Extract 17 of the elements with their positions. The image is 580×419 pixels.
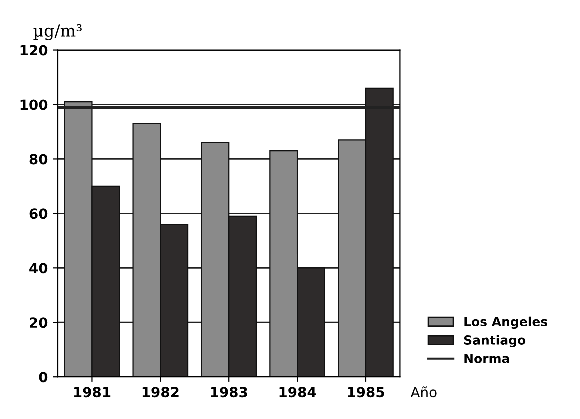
x-tick-label: 1981 (74, 387, 111, 398)
y-tick-label: 120 (20, 45, 48, 56)
x-tick-label: 1985 (348, 387, 384, 398)
legend-label: Santiago (464, 335, 526, 348)
legend-label: Norma (464, 354, 510, 364)
y-tick-label: 60 (30, 208, 48, 220)
y-tick-label: 80 (30, 154, 48, 165)
y-tick-label: 100 (20, 100, 48, 110)
x-axis-title: Año (410, 386, 437, 398)
x-tick-label: 1984 (280, 387, 316, 398)
legend-label: Los Angeles (464, 316, 548, 330)
y-tick-label: 40 (30, 263, 48, 274)
y-tick-label: 20 (30, 318, 48, 328)
x-tick-label: 1982 (142, 387, 179, 398)
x-tick-label: 1983 (211, 387, 248, 398)
y-tick-label: 0 (39, 372, 48, 383)
y-axis-title: µg/m³ (34, 24, 82, 40)
